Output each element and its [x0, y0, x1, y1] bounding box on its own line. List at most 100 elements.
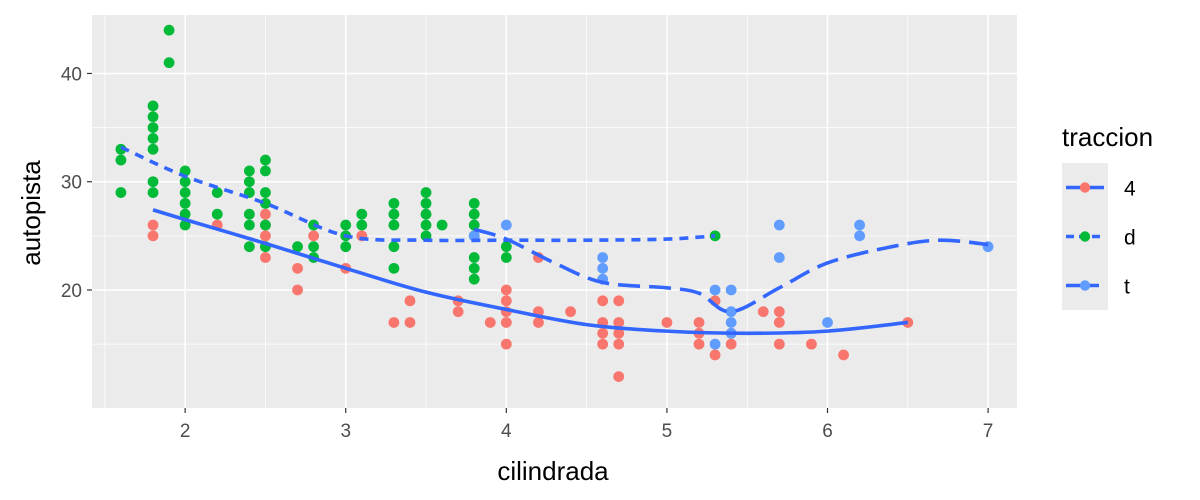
x-tick-label: 7 — [983, 421, 994, 442]
point-4 — [452, 306, 464, 318]
point-d — [147, 187, 159, 198]
point-4 — [260, 252, 271, 263]
point-d — [420, 219, 432, 231]
point-d — [243, 219, 255, 231]
legend: traccion 4 d t — [1062, 122, 1153, 310]
point-d — [436, 219, 448, 231]
point-d — [115, 187, 127, 198]
point-d — [388, 262, 400, 274]
legend-key-point-4 — [1079, 182, 1091, 193]
legend-label-4: 4 — [1124, 178, 1136, 201]
point-4 — [709, 349, 721, 361]
point-4 — [597, 338, 609, 350]
point-4 — [500, 284, 512, 296]
point-d — [388, 208, 400, 220]
point-4 — [597, 295, 609, 307]
x-tick-label: 5 — [662, 421, 673, 442]
legend-key-point-d — [1079, 231, 1091, 242]
x-tick-label: 2 — [180, 421, 191, 442]
point-t — [468, 230, 480, 242]
point-4 — [773, 306, 785, 318]
point-4 — [260, 208, 271, 220]
point-4 — [806, 338, 817, 350]
point-d — [260, 165, 271, 177]
point-4 — [565, 306, 576, 318]
point-t — [709, 284, 721, 296]
point-d — [211, 187, 223, 198]
point-4 — [693, 338, 705, 350]
x-tick-label: 6 — [822, 421, 833, 442]
point-d — [163, 24, 175, 36]
legend-label-d: d — [1124, 227, 1136, 250]
point-t — [773, 219, 785, 231]
point-d — [500, 252, 512, 263]
smooth-lines — [120, 145, 989, 336]
point-d — [388, 219, 400, 231]
point-d — [260, 187, 271, 198]
point-d — [468, 219, 480, 231]
y-tick-label: 30 — [61, 173, 82, 194]
point-4 — [613, 317, 625, 328]
point-d — [147, 176, 159, 188]
point-d — [356, 219, 368, 231]
point-4 — [388, 317, 400, 328]
point-d — [243, 176, 255, 188]
point-t — [822, 317, 833, 328]
point-d — [292, 241, 303, 253]
point-4 — [404, 317, 416, 328]
y-axis-title: autopista — [16, 160, 46, 266]
point-4 — [693, 317, 705, 328]
axis-ticks: 2 3 4 5 6 7 20 30 40 — [61, 64, 994, 442]
point-4 — [773, 338, 785, 350]
x-tick-label: 4 — [501, 421, 512, 442]
point-d — [468, 262, 480, 274]
point-d — [147, 100, 159, 112]
point-4 — [404, 295, 416, 307]
point-d — [500, 241, 512, 253]
point-d — [468, 208, 480, 220]
point-t — [709, 338, 721, 350]
point-d — [147, 111, 159, 123]
point-4 — [308, 230, 320, 242]
point-d — [243, 208, 255, 220]
point-d — [260, 154, 271, 166]
point-t — [725, 306, 737, 318]
point-4 — [773, 317, 785, 328]
x-tick-label: 3 — [340, 421, 351, 442]
point-d — [468, 197, 480, 209]
point-4 — [292, 262, 303, 274]
point-d — [179, 219, 191, 231]
point-d — [243, 241, 255, 253]
point-t — [854, 230, 866, 242]
point-4 — [661, 317, 673, 328]
point-t — [725, 317, 737, 328]
y-tick-label: 20 — [61, 281, 82, 302]
point-d — [260, 219, 271, 231]
point-d — [388, 241, 400, 253]
point-d — [179, 208, 191, 220]
point-d — [420, 187, 432, 198]
point-d — [356, 208, 368, 220]
point-d — [308, 241, 320, 253]
point-4 — [147, 230, 159, 242]
point-4 — [500, 295, 512, 307]
point-4 — [292, 284, 303, 296]
point-d — [420, 208, 432, 220]
point-d — [340, 219, 352, 231]
point-4 — [838, 349, 849, 361]
point-d — [115, 154, 127, 166]
point-d — [163, 57, 175, 69]
point-4 — [260, 230, 271, 242]
point-4 — [484, 317, 496, 328]
point-d — [211, 208, 223, 220]
point-t — [725, 284, 737, 296]
smooth-line-t — [473, 227, 989, 314]
point-d — [388, 197, 400, 209]
point-t — [500, 219, 512, 231]
point-d — [420, 197, 432, 209]
point-t — [773, 252, 785, 263]
point-4 — [725, 338, 737, 350]
point-4 — [613, 371, 625, 383]
point-d — [179, 187, 191, 198]
